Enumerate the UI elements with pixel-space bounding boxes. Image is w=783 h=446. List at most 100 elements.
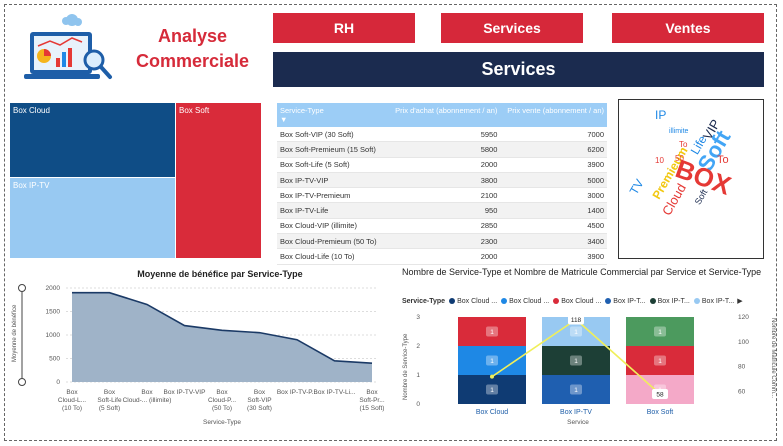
range-slider-handle-bottom[interactable] <box>18 378 26 386</box>
area-chart: 0 500 1000 1500 2000 Box Cloud-L... (10 To) Box… <box>8 282 388 430</box>
treemap-label: Box Cloud <box>13 106 50 115</box>
y-tick-label: 2000 <box>46 285 61 292</box>
legend-item[interactable]: Box IP-T... <box>646 297 690 305</box>
table-cell-service-type: Box Soft-VIP (30 Soft) <box>277 127 388 143</box>
table-row[interactable]: Box Soft-VIP (30 Soft) 5950 7000 <box>277 127 607 143</box>
range-slider-handle-top[interactable] <box>18 284 26 292</box>
table-cell-prix-achat: 5800 <box>388 141 501 158</box>
legend-scroll-icon[interactable]: ▶ <box>737 298 743 305</box>
line-value-label: 118 <box>571 317 582 324</box>
stacked-bar-segment[interactable] <box>458 375 526 404</box>
column-header-prix-vente[interactable]: Prix vente (abonnement / an) <box>500 103 607 127</box>
legend-label: Box Cloud ... <box>457 298 498 305</box>
stacked-bar-segment[interactable] <box>542 346 610 375</box>
treemap-tile-box-iptv[interactable]: Box IP-TV <box>10 178 176 258</box>
line-value-label: 58 <box>656 392 664 399</box>
treemap: Box Cloud Box Soft Box IP-TV <box>10 103 261 258</box>
legend-item[interactable]: Box IP-T... <box>690 297 734 305</box>
table-cell-prix-vente: 3900 <box>500 248 607 265</box>
table-cell-service-type: Box IP-TV-VIP <box>277 172 388 189</box>
area-series-line <box>72 291 373 364</box>
y-right-tick-label: 120 <box>738 314 749 321</box>
word-cloud-word: To <box>679 140 688 149</box>
y-right-tick-label: 60 <box>738 389 746 396</box>
y-tick-label: 1000 <box>46 332 61 339</box>
treemap-label: Box Soft <box>179 106 210 115</box>
word-cloud-word: 50 <box>675 154 684 163</box>
legend-item[interactable]: Box Cloud ... <box>445 297 498 305</box>
x-tick-label: Box Cloud-... (illimite) <box>123 389 172 404</box>
analytics-logo-icon <box>20 14 116 86</box>
legend-label: Box IP-T... <box>613 298 646 305</box>
area-chart-svg: 0 500 1000 1500 2000 Box Cloud-L... (10 To) Box… <box>12 284 385 426</box>
x-tick-label: Box Soft <box>647 409 674 416</box>
data-label-bg <box>486 355 498 366</box>
table-row[interactable]: Box Cloud-VIP (illimite) 2850 4500 <box>277 218 607 235</box>
table-row[interactable]: Box Cloud-Premieum (50 To) 2300 3400 <box>277 233 607 250</box>
legend-label: Box Cloud ... <box>509 298 550 305</box>
stacked-bar-segment[interactable] <box>626 317 694 346</box>
page-title-line2: Commerciale <box>135 51 250 71</box>
table-row[interactable]: Box IP-TV-Life 950 1400 <box>277 202 607 219</box>
table-cell-prix-vente: 1400 <box>500 202 607 219</box>
x-tick-label: Box Cloud-P... (50 To) <box>208 389 236 412</box>
sort-arrow-icon[interactable]: ▼ <box>280 115 288 124</box>
legend-item[interactable]: Box Cloud ... <box>497 297 550 305</box>
data-label-bg <box>486 384 498 395</box>
segment-value-label: 1 <box>490 387 494 394</box>
x-tick-label: Box IP-TV-VIP <box>164 389 206 396</box>
nav-button-rh[interactable]: RH <box>273 13 415 43</box>
area-fill <box>72 292 372 382</box>
x-tick-label: Box IP-TV-Li... <box>314 389 356 396</box>
table-cell-prix-vente: 3400 <box>500 233 607 250</box>
table-cell-service-type: Box IP-TV-Life <box>277 202 388 219</box>
legend-dot-icon <box>449 297 456 304</box>
stacked-bar-segment[interactable] <box>542 375 610 404</box>
treemap-label: Box IP-TV <box>13 181 50 190</box>
table-row[interactable]: Box IP-TV-Premieum 2100 3000 <box>277 187 607 204</box>
segment-value-label: 1 <box>658 329 662 336</box>
data-label-bg <box>654 326 666 337</box>
combo-chart-ylabel-left: Nombre de Service-Type <box>403 333 409 400</box>
x-tick-label: Box Soft-Life (5 Soft) <box>97 389 122 412</box>
table-row[interactable]: Box IP-TV-VIP 3800 5000 <box>277 172 607 189</box>
stacked-bar-segment[interactable] <box>458 317 526 346</box>
word-cloud-word: 10 <box>655 156 664 165</box>
column-header-service-type[interactable]: Service-Type ▼ <box>277 103 388 127</box>
table-cell-prix-achat: 2850 <box>388 218 501 235</box>
segment-value-label: 1 <box>658 358 662 365</box>
line-point[interactable] <box>490 374 494 379</box>
nav-button-services[interactable]: Services <box>441 13 583 43</box>
line-label-bg <box>652 389 668 400</box>
y-right-tick-label: 80 <box>738 364 746 371</box>
table-row[interactable]: Box Cloud-Life (10 To) 2000 3900 <box>277 248 607 265</box>
segment-value-label: 1 <box>574 329 578 336</box>
column-header-prix-achat[interactable]: Prix d'achat (abonnement / an) <box>388 103 501 127</box>
price-table-container: Service-Type ▼ Prix d'achat (abonnement /… <box>277 103 607 265</box>
table-row[interactable]: Box Soft-Premieum (15 Soft) 5800 6200 <box>277 141 607 158</box>
legend-item[interactable]: Box Cloud ... <box>549 297 601 305</box>
treemap-tile-box-soft[interactable]: Box Soft <box>176 103 261 258</box>
legend-dot-icon <box>501 297 508 304</box>
price-table-body: Box Soft-VIP (30 Soft) 5950 7000 Box Soft-P… <box>277 127 607 265</box>
stacked-bar-segment[interactable] <box>626 346 694 375</box>
table-cell-prix-vente: 5000 <box>500 172 607 189</box>
table-cell-prix-achat: 2000 <box>388 157 501 173</box>
section-banner: Services <box>273 52 764 87</box>
page-title-line1: Analyse <box>157 26 228 46</box>
table-cell-prix-achat: 3800 <box>388 172 501 189</box>
x-tick-label: Box Cloud-L... (10 To) <box>58 389 86 412</box>
y-left-tick-label: 2 <box>416 343 420 350</box>
y-tick-label: 1500 <box>46 309 61 316</box>
data-label-bg <box>570 384 582 395</box>
nav-button-ventes[interactable]: Ventes <box>612 13 764 43</box>
table-row[interactable]: Box Soft-Life (5 Soft) 2000 3900 <box>277 157 607 173</box>
data-label-bg <box>486 326 498 337</box>
table-cell-service-type: Box Cloud-Life (10 To) <box>277 248 388 265</box>
treemap-tile-box-cloud[interactable]: Box Cloud <box>10 103 176 178</box>
data-label-bg <box>570 355 582 366</box>
legend-item[interactable]: Box IP-T... <box>601 297 646 305</box>
table-cell-prix-achat: 2300 <box>388 233 501 250</box>
area-chart-ylabel: Moyenne de bénéfice <box>12 304 18 362</box>
